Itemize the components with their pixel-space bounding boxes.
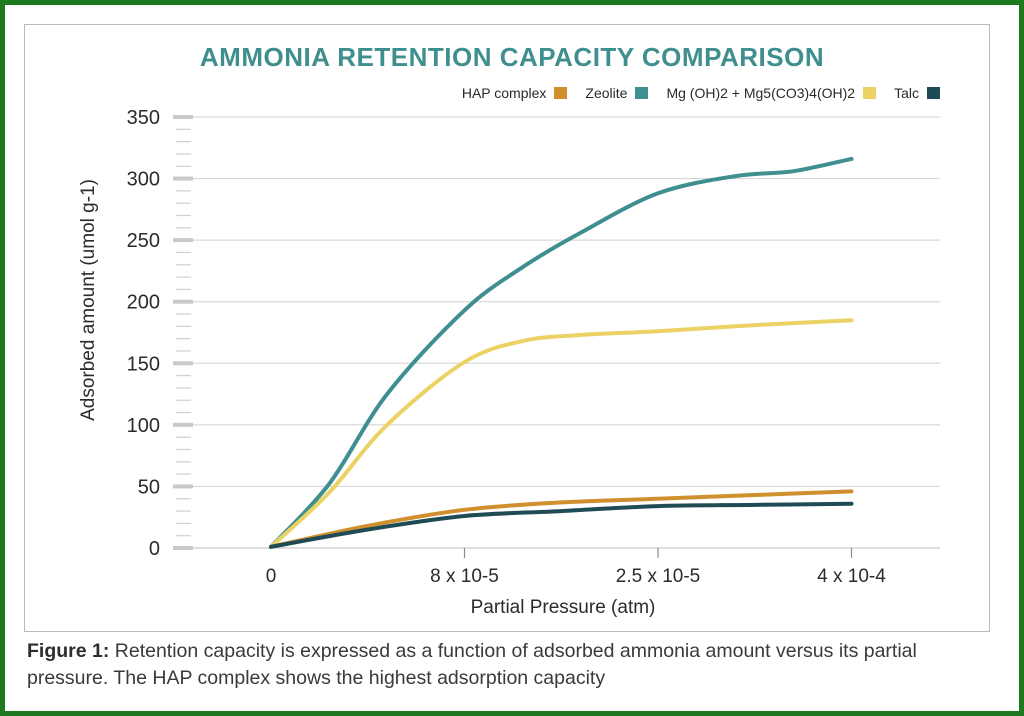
legend-swatch: [863, 87, 877, 99]
y-tick-label: 50: [138, 476, 160, 498]
y-major-tick: [173, 238, 193, 243]
y-major-tick: [173, 484, 193, 489]
legend-label: Zeolite: [585, 85, 628, 101]
chart-panel: [24, 24, 990, 632]
legend-swatch: [554, 87, 568, 99]
chart-title: AMMONIA RETENTION CAPACITY COMPARISON: [199, 42, 825, 72]
x-tick-label: 0: [266, 566, 277, 587]
caption-label: Figure 1:: [27, 640, 110, 662]
y-tick-label: 0: [149, 538, 160, 560]
x-tick-label: 8 x 10-5: [430, 566, 499, 587]
y-tick-label: 250: [127, 230, 160, 252]
y-tick-label: 150: [127, 353, 160, 375]
y-major-tick: [173, 422, 193, 427]
legend-label: Talc: [894, 85, 919, 101]
x-tick-label: 2.5 x 10-5: [616, 566, 701, 587]
legend-item-hap-complex: HAP complex: [462, 85, 568, 101]
legend-label: HAP complex: [461, 85, 547, 101]
x-axis-title: Partial Pressure (atm): [471, 597, 656, 618]
y-major-tick: [173, 115, 193, 119]
y-tick-label: 200: [127, 292, 160, 314]
legend-label: Mg (OH)2 + Mg5(CO3)4(OH)2: [666, 85, 856, 101]
y-tick-label: 300: [127, 169, 160, 191]
y-major-tick: [173, 299, 193, 304]
y-major-tick: [173, 176, 193, 181]
caption-text: Retention capacity is expressed as a fun…: [27, 640, 917, 689]
legend-swatch: [635, 87, 649, 99]
figure-caption: Figure 1: Retention capacity is expresse…: [27, 638, 987, 692]
legend-item-mg-oh-2-mg5-co3-4-oh-2: Mg (OH)2 + Mg5(CO3)4(OH)2: [666, 85, 877, 101]
y-axis-title: Adsorbed amount (umol g-1): [78, 179, 99, 421]
legend-item-zeolite: Zeolite: [585, 85, 649, 101]
legend-item-talc: Talc: [894, 85, 940, 101]
y-major-tick: [173, 361, 193, 366]
series-line-hap-complex: [269, 489, 854, 549]
chart-legend: HAP complex Zeolite Mg (OH)2 + Mg5(CO3)4(O…: [444, 85, 940, 101]
series-line-mg-oh-2-mg5-co3-4-oh-2: [269, 318, 854, 549]
y-tick-label: 100: [127, 415, 160, 437]
x-tick-label: 4 x 10-4: [817, 566, 886, 587]
legend-swatch: [927, 87, 940, 99]
y-major-tick: [173, 546, 193, 550]
series-line-zeolite: [269, 156, 854, 549]
y-tick-label: 350: [127, 107, 160, 129]
series-line-talc: [269, 501, 854, 549]
